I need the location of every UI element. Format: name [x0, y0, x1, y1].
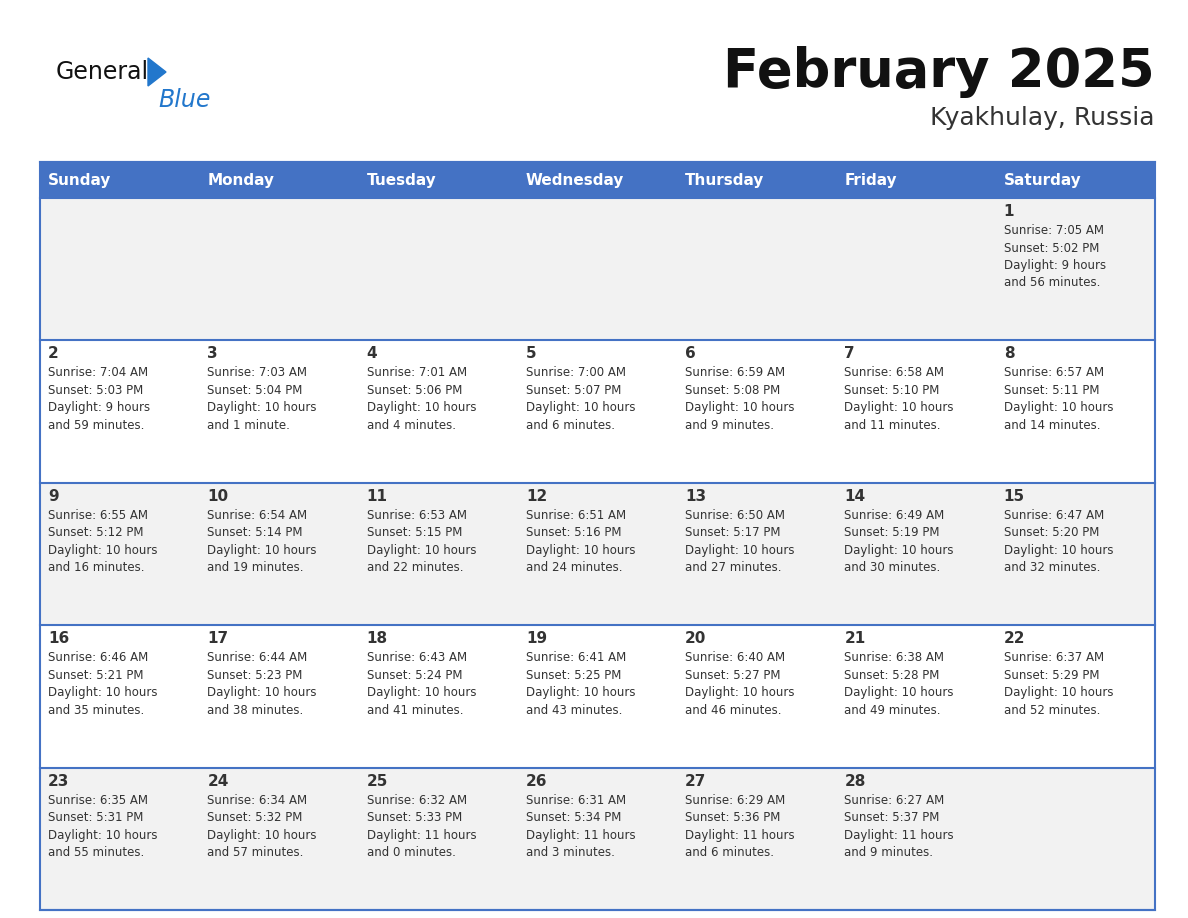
Text: Sunrise: 6:53 AM
Sunset: 5:15 PM
Daylight: 10 hours
and 22 minutes.: Sunrise: 6:53 AM Sunset: 5:15 PM Dayligh… [367, 509, 476, 575]
Text: Sunday: Sunday [48, 173, 112, 187]
Text: 2: 2 [48, 346, 58, 362]
Text: Sunrise: 6:51 AM
Sunset: 5:16 PM
Daylight: 10 hours
and 24 minutes.: Sunrise: 6:51 AM Sunset: 5:16 PM Dayligh… [526, 509, 636, 575]
Bar [40, 625, 1155, 767]
Text: 20: 20 [685, 632, 707, 646]
Text: 21: 21 [845, 632, 866, 646]
Text: Kyakhulay, Russia: Kyakhulay, Russia [930, 106, 1155, 130]
Text: 13: 13 [685, 488, 707, 504]
Text: Friday: Friday [845, 173, 897, 187]
Text: Thursday: Thursday [685, 173, 765, 187]
Text: Sunrise: 6:59 AM
Sunset: 5:08 PM
Daylight: 10 hours
and 9 minutes.: Sunrise: 6:59 AM Sunset: 5:08 PM Dayligh… [685, 366, 795, 431]
Text: Sunrise: 6:55 AM
Sunset: 5:12 PM
Daylight: 10 hours
and 16 minutes.: Sunrise: 6:55 AM Sunset: 5:12 PM Dayligh… [48, 509, 158, 575]
Polygon shape [148, 58, 166, 86]
Text: Sunrise: 6:38 AM
Sunset: 5:28 PM
Daylight: 10 hours
and 49 minutes.: Sunrise: 6:38 AM Sunset: 5:28 PM Dayligh… [845, 651, 954, 717]
Text: 23: 23 [48, 774, 69, 789]
Text: Sunrise: 6:32 AM
Sunset: 5:33 PM
Daylight: 11 hours
and 0 minutes.: Sunrise: 6:32 AM Sunset: 5:33 PM Dayligh… [367, 793, 476, 859]
Text: General: General [56, 60, 150, 84]
Text: February 2025: February 2025 [723, 46, 1155, 98]
Text: Sunrise: 6:37 AM
Sunset: 5:29 PM
Daylight: 10 hours
and 52 minutes.: Sunrise: 6:37 AM Sunset: 5:29 PM Dayligh… [1004, 651, 1113, 717]
Text: 15: 15 [1004, 488, 1025, 504]
Text: Sunrise: 6:49 AM
Sunset: 5:19 PM
Daylight: 10 hours
and 30 minutes.: Sunrise: 6:49 AM Sunset: 5:19 PM Dayligh… [845, 509, 954, 575]
Text: Saturday: Saturday [1004, 173, 1081, 187]
Text: 8: 8 [1004, 346, 1015, 362]
Text: Sunrise: 7:05 AM
Sunset: 5:02 PM
Daylight: 9 hours
and 56 minutes.: Sunrise: 7:05 AM Sunset: 5:02 PM Dayligh… [1004, 224, 1106, 289]
Text: Sunrise: 6:34 AM
Sunset: 5:32 PM
Daylight: 10 hours
and 57 minutes.: Sunrise: 6:34 AM Sunset: 5:32 PM Dayligh… [207, 793, 317, 859]
Text: Sunrise: 6:50 AM
Sunset: 5:17 PM
Daylight: 10 hours
and 27 minutes.: Sunrise: 6:50 AM Sunset: 5:17 PM Dayligh… [685, 509, 795, 575]
Text: Sunrise: 7:01 AM
Sunset: 5:06 PM
Daylight: 10 hours
and 4 minutes.: Sunrise: 7:01 AM Sunset: 5:06 PM Dayligh… [367, 366, 476, 431]
Text: Wednesday: Wednesday [526, 173, 624, 187]
Bar [40, 341, 1155, 483]
Text: 18: 18 [367, 632, 387, 646]
Text: 24: 24 [207, 774, 228, 789]
Text: 25: 25 [367, 774, 388, 789]
Text: Sunrise: 6:40 AM
Sunset: 5:27 PM
Daylight: 10 hours
and 46 minutes.: Sunrise: 6:40 AM Sunset: 5:27 PM Dayligh… [685, 651, 795, 717]
Text: 28: 28 [845, 774, 866, 789]
Text: Sunrise: 7:04 AM
Sunset: 5:03 PM
Daylight: 9 hours
and 59 minutes.: Sunrise: 7:04 AM Sunset: 5:03 PM Dayligh… [48, 366, 150, 431]
Text: 5: 5 [526, 346, 537, 362]
Bar [40, 198, 1155, 341]
Text: Tuesday: Tuesday [367, 173, 436, 187]
Text: Sunrise: 7:03 AM
Sunset: 5:04 PM
Daylight: 10 hours
and 1 minute.: Sunrise: 7:03 AM Sunset: 5:04 PM Dayligh… [207, 366, 317, 431]
Text: Sunrise: 6:43 AM
Sunset: 5:24 PM
Daylight: 10 hours
and 41 minutes.: Sunrise: 6:43 AM Sunset: 5:24 PM Dayligh… [367, 651, 476, 717]
Text: 16: 16 [48, 632, 69, 646]
Text: Sunrise: 6:57 AM
Sunset: 5:11 PM
Daylight: 10 hours
and 14 minutes.: Sunrise: 6:57 AM Sunset: 5:11 PM Dayligh… [1004, 366, 1113, 431]
Text: Blue: Blue [158, 88, 210, 112]
Text: Sunrise: 6:31 AM
Sunset: 5:34 PM
Daylight: 11 hours
and 3 minutes.: Sunrise: 6:31 AM Sunset: 5:34 PM Dayligh… [526, 793, 636, 859]
Text: Sunrise: 6:47 AM
Sunset: 5:20 PM
Daylight: 10 hours
and 32 minutes.: Sunrise: 6:47 AM Sunset: 5:20 PM Dayligh… [1004, 509, 1113, 575]
Text: Monday: Monday [207, 173, 274, 187]
Text: Sunrise: 6:54 AM
Sunset: 5:14 PM
Daylight: 10 hours
and 19 minutes.: Sunrise: 6:54 AM Sunset: 5:14 PM Dayligh… [207, 509, 317, 575]
Text: 19: 19 [526, 632, 546, 646]
Text: Sunrise: 6:58 AM
Sunset: 5:10 PM
Daylight: 10 hours
and 11 minutes.: Sunrise: 6:58 AM Sunset: 5:10 PM Dayligh… [845, 366, 954, 431]
Text: 11: 11 [367, 488, 387, 504]
Bar [40, 483, 1155, 625]
Text: Sunrise: 6:27 AM
Sunset: 5:37 PM
Daylight: 11 hours
and 9 minutes.: Sunrise: 6:27 AM Sunset: 5:37 PM Dayligh… [845, 793, 954, 859]
Text: 12: 12 [526, 488, 548, 504]
Text: 7: 7 [845, 346, 855, 362]
Bar [40, 767, 1155, 910]
Text: Sunrise: 6:29 AM
Sunset: 5:36 PM
Daylight: 11 hours
and 6 minutes.: Sunrise: 6:29 AM Sunset: 5:36 PM Dayligh… [685, 793, 795, 859]
Bar [40, 162, 1155, 198]
Text: 17: 17 [207, 632, 228, 646]
Text: 26: 26 [526, 774, 548, 789]
Text: 6: 6 [685, 346, 696, 362]
Text: Sunrise: 6:35 AM
Sunset: 5:31 PM
Daylight: 10 hours
and 55 minutes.: Sunrise: 6:35 AM Sunset: 5:31 PM Dayligh… [48, 793, 158, 859]
Text: 10: 10 [207, 488, 228, 504]
Text: 1: 1 [1004, 204, 1015, 219]
Text: 22: 22 [1004, 632, 1025, 646]
Text: 14: 14 [845, 488, 866, 504]
Text: Sunrise: 7:00 AM
Sunset: 5:07 PM
Daylight: 10 hours
and 6 minutes.: Sunrise: 7:00 AM Sunset: 5:07 PM Dayligh… [526, 366, 636, 431]
Bar [40, 162, 1155, 910]
Text: 9: 9 [48, 488, 58, 504]
Text: Sunrise: 6:46 AM
Sunset: 5:21 PM
Daylight: 10 hours
and 35 minutes.: Sunrise: 6:46 AM Sunset: 5:21 PM Dayligh… [48, 651, 158, 717]
Text: Sunrise: 6:44 AM
Sunset: 5:23 PM
Daylight: 10 hours
and 38 minutes.: Sunrise: 6:44 AM Sunset: 5:23 PM Dayligh… [207, 651, 317, 717]
Text: 4: 4 [367, 346, 378, 362]
Text: 27: 27 [685, 774, 707, 789]
Text: 3: 3 [207, 346, 217, 362]
Text: Sunrise: 6:41 AM
Sunset: 5:25 PM
Daylight: 10 hours
and 43 minutes.: Sunrise: 6:41 AM Sunset: 5:25 PM Dayligh… [526, 651, 636, 717]
